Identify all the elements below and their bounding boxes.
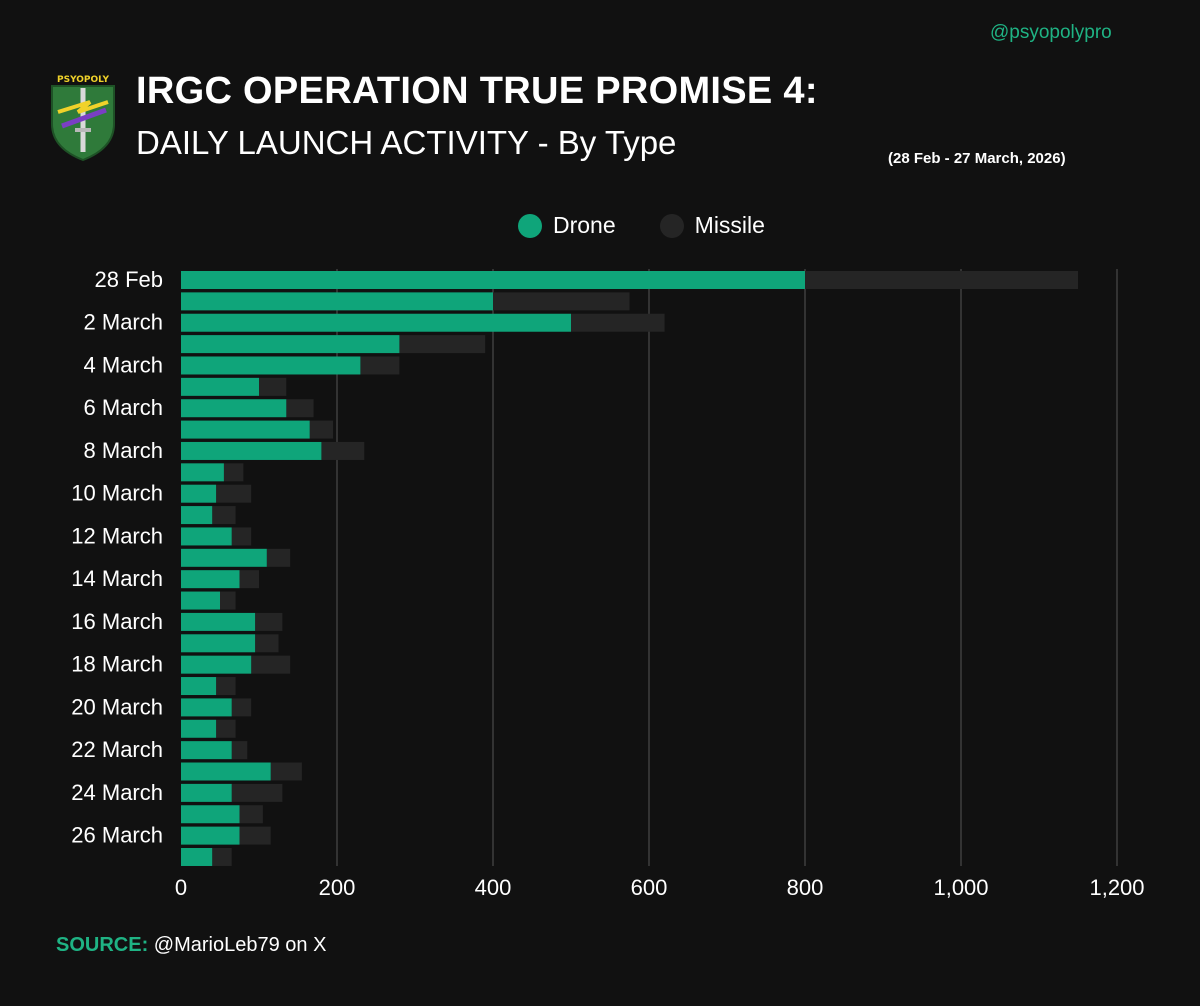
bar-drone xyxy=(181,527,232,546)
bar-missile xyxy=(266,548,291,567)
bar-drone xyxy=(181,271,805,289)
source-text: @MarioLeb79 on X xyxy=(153,934,327,956)
bar-missile xyxy=(399,335,486,354)
legend-dot-missile xyxy=(659,213,684,238)
bar-drone xyxy=(181,826,240,845)
y-tick-label: 14 March xyxy=(71,566,163,591)
source-credit: SOURCE: @MarioLeb79 on X xyxy=(56,934,326,957)
bar-drone xyxy=(181,634,256,653)
y-tick-label: 26 March xyxy=(71,823,163,848)
bar-missile xyxy=(251,655,291,674)
bar-missile xyxy=(231,741,248,760)
legend-dot-drone xyxy=(518,213,542,238)
y-tick-label: 10 March xyxy=(71,481,163,506)
bar-missile xyxy=(270,762,302,781)
bar-missile xyxy=(571,313,665,332)
bar-drone xyxy=(181,591,220,610)
psyopoly-logo: PSYOPOLY xyxy=(51,75,115,162)
x-tick-label: 200 xyxy=(319,875,356,900)
bar-drone xyxy=(181,741,232,760)
logo-text: PSYOPOLY xyxy=(57,75,110,85)
bar-drone xyxy=(181,677,217,696)
bar-drone xyxy=(181,399,287,418)
y-tick-label: 24 March xyxy=(71,780,163,805)
y-tick-label: 4 March xyxy=(84,352,163,377)
bar-drone xyxy=(181,335,400,354)
legend-label-drone: Drone xyxy=(553,212,616,238)
bar-drone xyxy=(181,847,213,866)
bar-missile xyxy=(216,677,236,696)
y-tick-label: 20 March xyxy=(71,694,163,719)
bar-missile xyxy=(239,805,263,824)
bar-missile xyxy=(805,271,1078,289)
bar-missile xyxy=(216,484,252,503)
date-range: (28 Feb - 27 March, 2026) xyxy=(888,150,1066,167)
bar-drone xyxy=(181,548,267,567)
bar-drone xyxy=(181,762,271,781)
y-tick-label: 2 March xyxy=(84,310,163,335)
legend-label-missile: Missile xyxy=(694,212,765,238)
bar-drone xyxy=(181,719,217,738)
bar-drone xyxy=(181,441,322,460)
bar-missile xyxy=(231,527,252,546)
bar-missile xyxy=(286,399,314,418)
x-tick-label: 0 xyxy=(175,875,187,900)
y-tick-label: 8 March xyxy=(84,438,163,463)
legend-item-missile: Missile xyxy=(659,212,765,239)
bar-missile xyxy=(239,826,271,845)
x-tick-label: 1,200 xyxy=(1089,875,1144,900)
bar-missile xyxy=(259,377,287,396)
social-handle: @psyopolypro xyxy=(990,22,1112,43)
bar-drone xyxy=(181,506,213,525)
bar-drone xyxy=(181,484,217,503)
bar-missile xyxy=(255,634,279,653)
bar-missile xyxy=(223,463,244,482)
y-tick-label: 12 March xyxy=(71,523,163,548)
bar-drone xyxy=(181,377,259,396)
x-tick-label: 400 xyxy=(475,875,512,900)
bar-drone xyxy=(181,313,571,332)
bar-drone xyxy=(181,612,256,631)
bar-missile xyxy=(231,698,252,717)
bar-drone xyxy=(181,655,252,674)
x-tick-label: 800 xyxy=(787,875,824,900)
bar-missile xyxy=(231,783,283,802)
bar-missile xyxy=(216,719,236,738)
y-tick-label: 22 March xyxy=(71,737,163,762)
bar-drone xyxy=(181,783,232,802)
x-tick-label: 600 xyxy=(631,875,668,900)
bar-missile xyxy=(212,847,232,866)
y-tick-label: 18 March xyxy=(71,652,163,677)
chart-legend: Drone Missile xyxy=(518,212,809,239)
bar-drone xyxy=(181,698,232,717)
bar-missile xyxy=(360,356,400,375)
legend-item-drone: Drone xyxy=(518,212,616,239)
bar-missile xyxy=(239,570,259,589)
bar-missile xyxy=(255,612,283,631)
chart-subtitle: DAILY LAUNCH ACTIVITY - By Type xyxy=(136,124,677,161)
y-tick-label: 16 March xyxy=(71,609,163,634)
bar-missile xyxy=(220,591,236,610)
x-tick-label: 1,000 xyxy=(933,875,988,900)
y-tick-label: 28 Feb xyxy=(95,267,164,292)
bar-drone xyxy=(181,420,310,439)
bar-drone xyxy=(181,463,224,482)
bar-drone xyxy=(181,356,361,375)
bar-drone xyxy=(181,292,493,311)
bar-drone xyxy=(181,805,240,824)
bar-missile xyxy=(212,506,236,525)
source-label: SOURCE: xyxy=(56,934,149,956)
bar-missile xyxy=(493,292,630,311)
chart-title: IRGC OPERATION TRUE PROMISE 4: xyxy=(136,70,818,112)
bar-drone xyxy=(181,570,240,589)
y-tick-label: 6 March xyxy=(84,395,163,420)
bar-missile xyxy=(321,441,365,460)
bar-missile xyxy=(309,420,334,439)
